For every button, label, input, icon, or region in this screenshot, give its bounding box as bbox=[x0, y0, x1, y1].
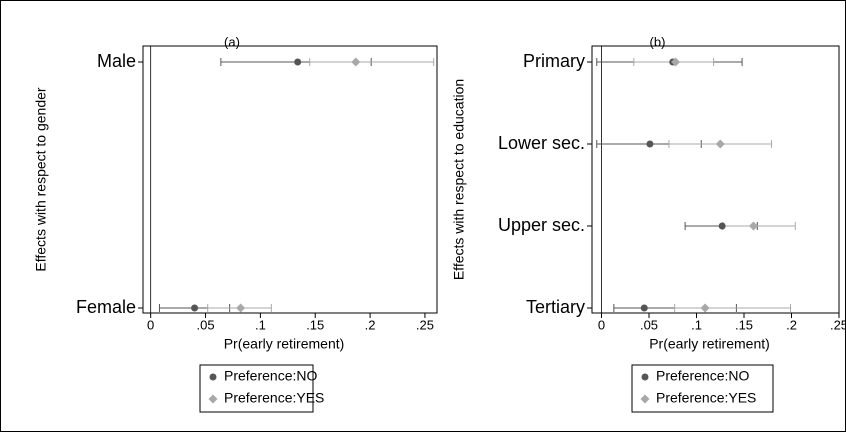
x-tick-label: .2 bbox=[786, 317, 797, 332]
x-tick-label: 0 bbox=[147, 317, 154, 332]
panel-title: (a) bbox=[224, 34, 240, 49]
point bbox=[351, 57, 361, 67]
x-tick-label: .05 bbox=[640, 317, 658, 332]
y-tick-label: Lower sec. bbox=[498, 133, 585, 153]
x-axis-label: Pr(early retirement) bbox=[224, 336, 345, 352]
y-axis-label: Effects with respect to gender bbox=[33, 87, 49, 272]
x-tick-label: .15 bbox=[306, 317, 324, 332]
y-tick-label: Female bbox=[76, 297, 136, 317]
legend-label: Preference:NO bbox=[224, 368, 317, 384]
point bbox=[749, 221, 758, 231]
y-tick-label: Primary bbox=[523, 51, 585, 71]
point bbox=[671, 57, 681, 67]
y-axis-label: Effects with respect to education bbox=[451, 79, 467, 280]
point bbox=[294, 58, 302, 66]
legend-marker bbox=[209, 373, 217, 381]
x-tick-label: .15 bbox=[735, 317, 753, 332]
x-axis-label: Pr(early retirement) bbox=[649, 336, 770, 352]
legend-marker bbox=[208, 394, 218, 404]
y-tick-label: Upper sec. bbox=[498, 215, 585, 235]
legend-label: Preference:YES bbox=[224, 390, 324, 406]
y-tick-label: Tertiary bbox=[526, 297, 585, 317]
point bbox=[715, 139, 725, 149]
legend-label: Preference:NO bbox=[656, 368, 749, 384]
point bbox=[646, 140, 654, 148]
x-tick-label: .05 bbox=[196, 317, 214, 332]
x-tick-label: .1 bbox=[691, 317, 702, 332]
x-tick-label: .25 bbox=[830, 317, 846, 332]
x-tick-label: 0 bbox=[598, 317, 605, 332]
point bbox=[191, 304, 199, 312]
point bbox=[700, 303, 710, 313]
legend-frame bbox=[631, 364, 774, 413]
plot-frame bbox=[591, 45, 840, 314]
x-tick-label: .2 bbox=[365, 317, 376, 332]
legend-marker bbox=[641, 373, 649, 381]
legend-frame bbox=[199, 364, 314, 413]
legend-marker bbox=[640, 394, 650, 404]
legend-label: Preference:YES bbox=[656, 390, 756, 406]
panel-title: (b) bbox=[650, 34, 666, 49]
point bbox=[236, 303, 246, 313]
y-tick-label: Male bbox=[97, 51, 136, 71]
x-tick-label: .25 bbox=[416, 317, 434, 332]
plot-frame bbox=[142, 45, 438, 314]
point bbox=[640, 304, 648, 312]
point bbox=[718, 222, 726, 230]
x-tick-label: .1 bbox=[255, 317, 266, 332]
